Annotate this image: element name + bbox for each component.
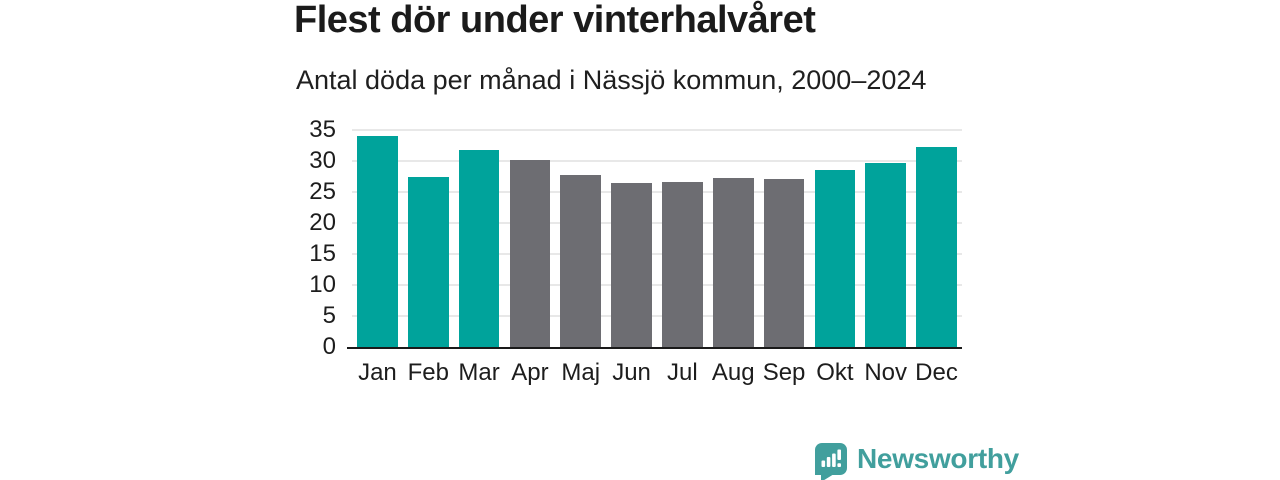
- grid-line-5: [352, 315, 962, 317]
- x-axis-label-nov: Nov: [864, 359, 908, 386]
- bar-dec: [916, 147, 957, 347]
- bar-jul: [662, 182, 703, 347]
- x-axis-label-aug: Aug: [711, 359, 755, 386]
- bar-nov: [865, 162, 907, 347]
- x-axis-label-jul: Jul: [667, 359, 698, 386]
- bar-jun: [611, 182, 652, 347]
- x-axis-line: [347, 346, 962, 349]
- bar-slot-jul: [657, 130, 708, 347]
- x-axis-label-jan: Jan: [358, 359, 397, 386]
- bar-feb: [407, 176, 449, 347]
- newsworthy-logo: Newsworthy: [815, 443, 1019, 480]
- x-axis-label-feb: Feb: [407, 359, 449, 386]
- y-axis-label-5: 5: [322, 302, 336, 329]
- bar-slot-jan: [352, 130, 403, 347]
- newsworthy-logo-text: Newsworthy: [857, 443, 1019, 474]
- bar-slot-maj: [555, 130, 606, 347]
- chart-subtitle: Antal döda per månad i Nässjö kommun, 20…: [296, 65, 927, 95]
- x-axis-label-apr: Apr: [511, 359, 549, 386]
- grid-line-20: [352, 222, 962, 224]
- bar-slot-dec: [911, 130, 962, 347]
- x-axis-label-jun: Jun: [612, 359, 651, 386]
- x-axis-label-sep: Sep: [762, 359, 806, 386]
- bar-slot-jun: [606, 130, 657, 347]
- bar-chart: 0 5 10 15 20 25 30 35 Jan Feb Mar Apr Maj Jun Jul Aug S…: [284, 116, 984, 390]
- x-axis: Jan Feb Mar Apr Maj Jun Jul Aug Sep Okt Nov Dec: [352, 359, 962, 387]
- bar-maj: [560, 175, 602, 347]
- y-axis-label-0: 0: [322, 333, 336, 360]
- bar-okt: [814, 169, 856, 347]
- grid-line-30: [352, 160, 962, 162]
- grid-line-10: [352, 284, 962, 286]
- bar-apr: [509, 159, 551, 347]
- grid-line-25: [352, 191, 962, 193]
- y-axis: 0 5 10 15 20 25 30 35: [284, 116, 344, 360]
- y-axis-label-25: 25: [309, 178, 336, 205]
- bar-sep: [763, 178, 805, 347]
- grid-line-15: [352, 253, 962, 255]
- y-axis-label-30: 30: [309, 147, 336, 174]
- bar-mar: [458, 149, 500, 347]
- y-axis-label-10: 10: [309, 271, 336, 298]
- bars-group: [352, 130, 962, 347]
- bar-aug: [712, 177, 754, 347]
- newsworthy-logo-icon: [815, 443, 847, 480]
- y-axis-label-15: 15: [309, 240, 336, 267]
- plot-area: [347, 129, 962, 349]
- x-axis-label-okt: Okt: [816, 359, 854, 386]
- y-axis-label-20: 20: [309, 209, 336, 236]
- grid-line-35: [352, 129, 962, 131]
- x-axis-label-maj: Maj: [561, 359, 601, 386]
- y-axis-label-35: 35: [309, 116, 336, 143]
- bar-slot-feb: [403, 130, 454, 347]
- bar-slot-sep: [759, 130, 810, 347]
- bar-slot-nov: [860, 130, 911, 347]
- bar-slot-mar: [454, 130, 505, 347]
- x-axis-label-dec: Dec: [915, 359, 958, 386]
- bar-jan: [357, 136, 398, 347]
- bar-slot-apr: [504, 130, 555, 347]
- bar-slot-okt: [809, 130, 860, 347]
- chart-title: Flest dör under vinterhalvåret: [294, 0, 816, 41]
- x-axis-label-mar: Mar: [458, 359, 500, 386]
- bar-slot-aug: [708, 130, 759, 347]
